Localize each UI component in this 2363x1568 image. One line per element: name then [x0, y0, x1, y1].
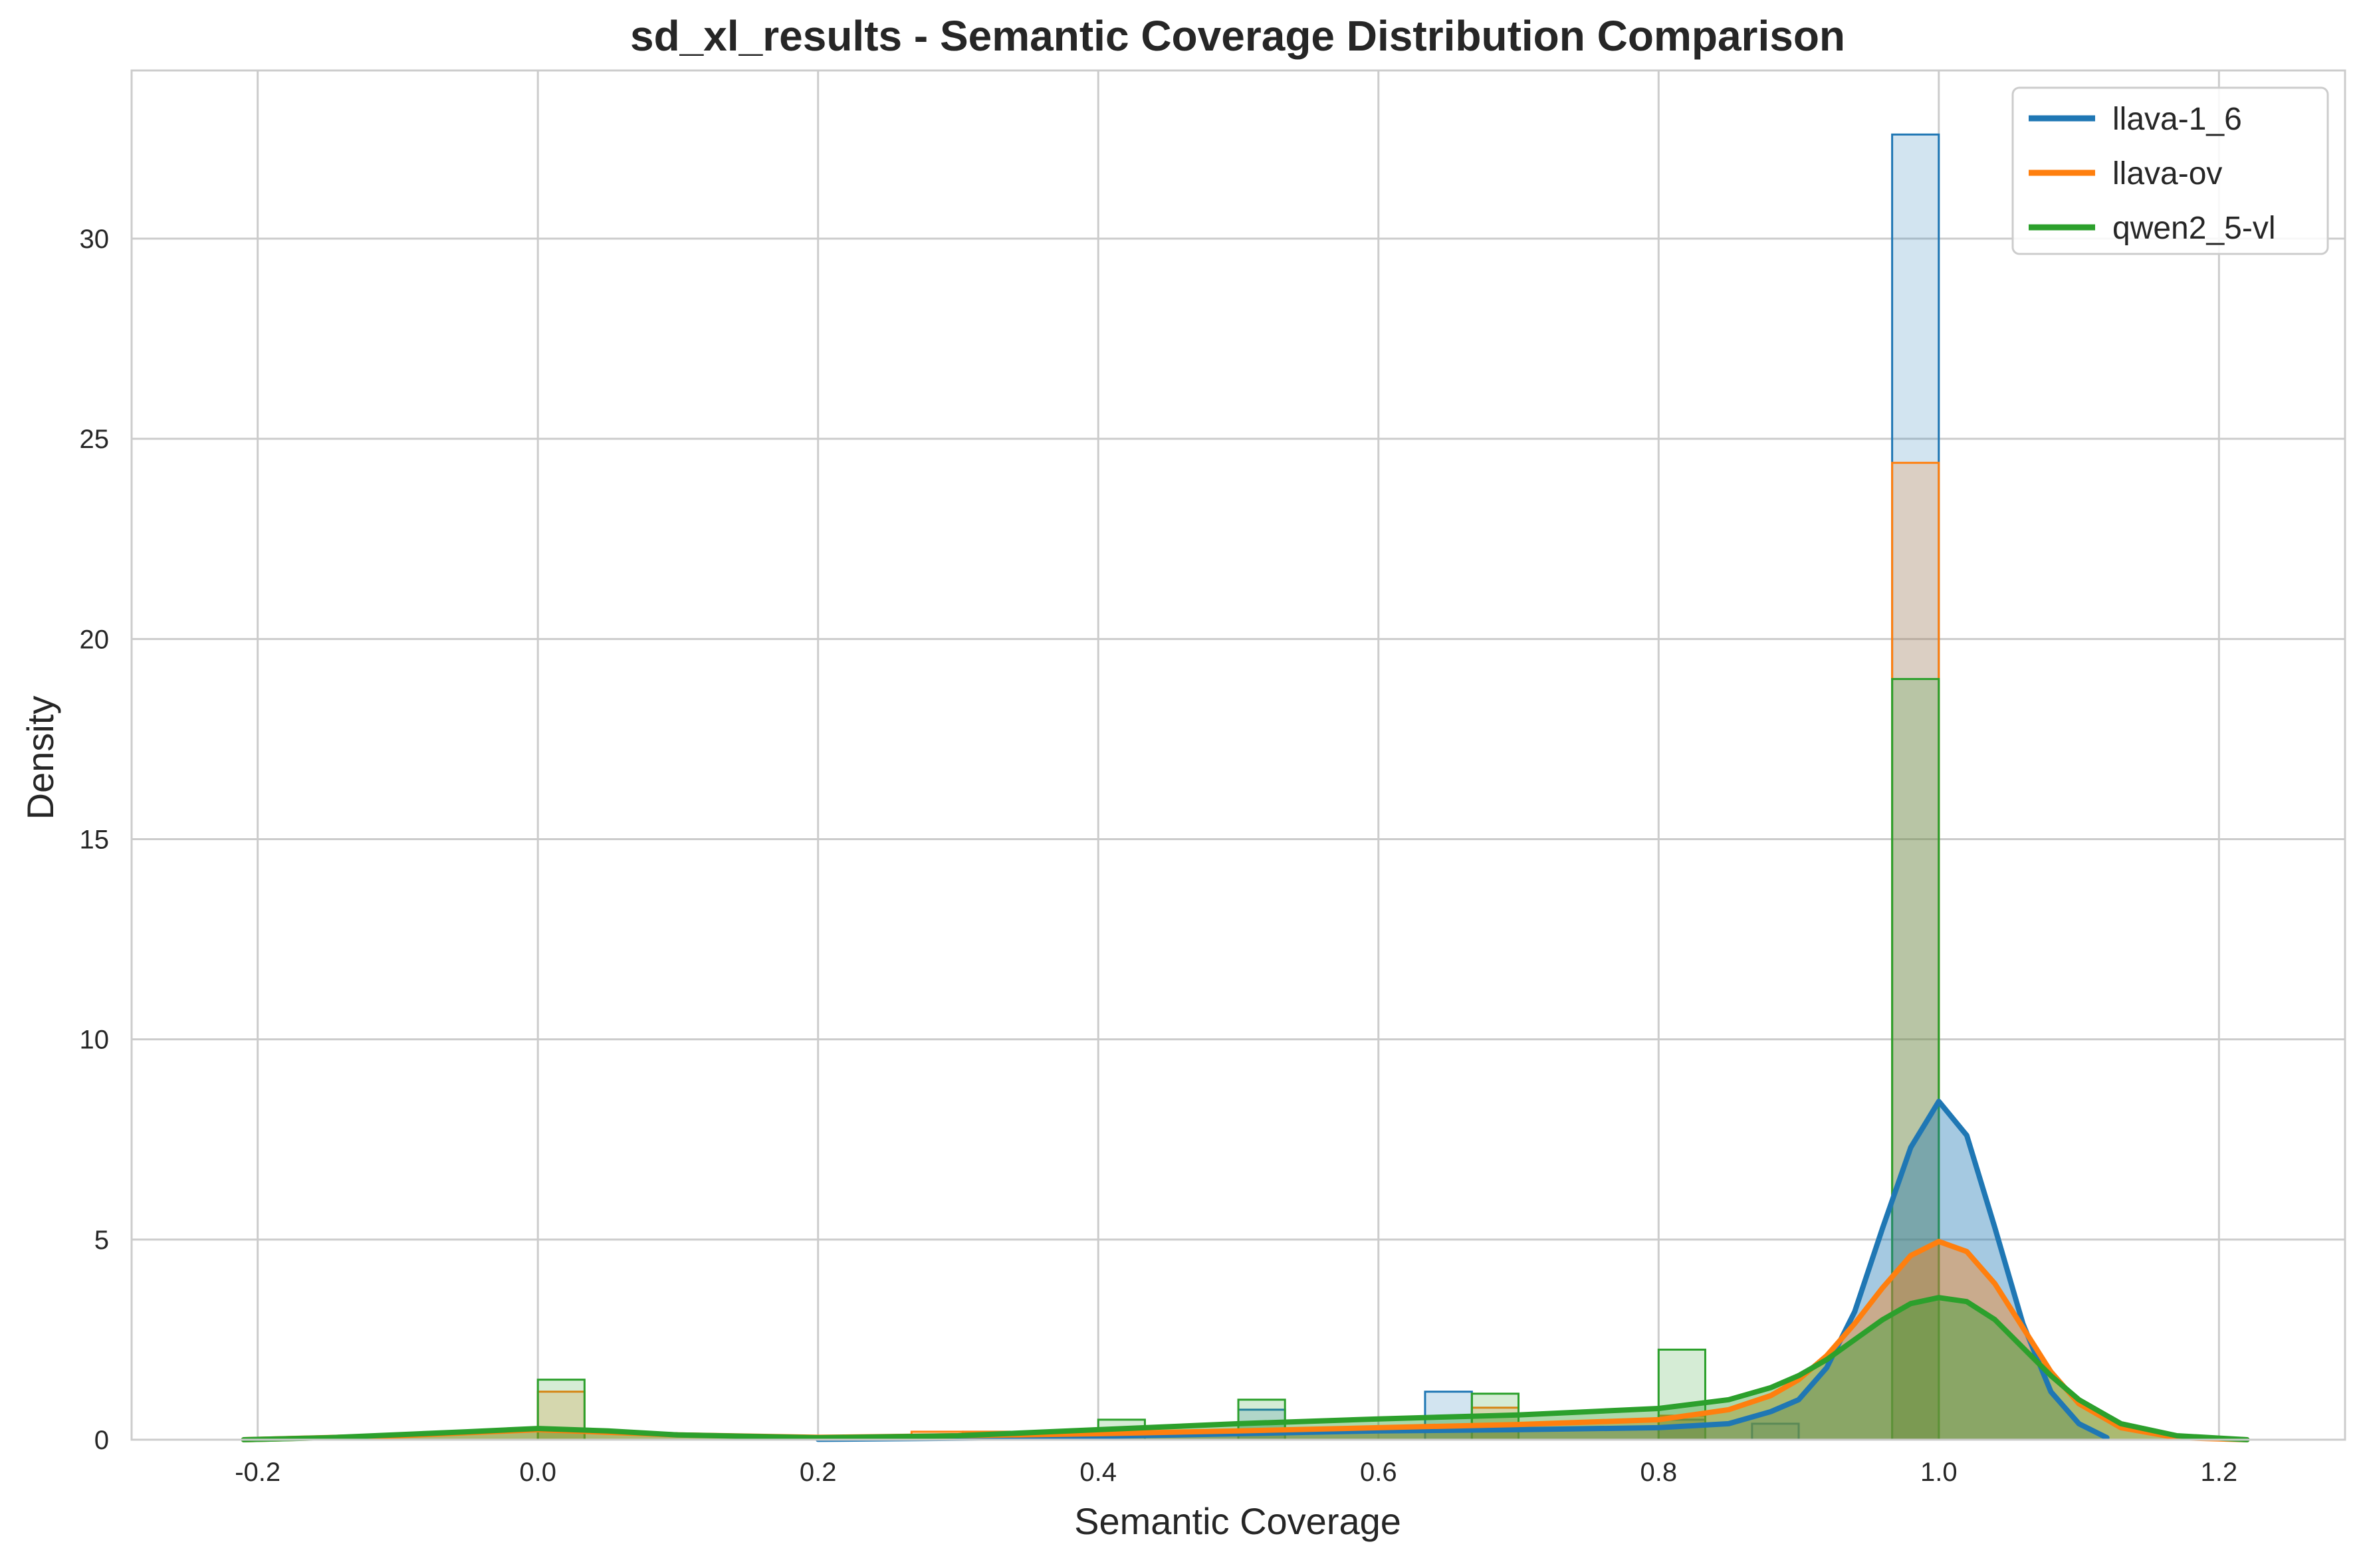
x-tick-label: 0.6	[1360, 1458, 1397, 1487]
x-tick-label: 0.0	[519, 1458, 556, 1487]
kde-curves	[241, 1099, 2250, 1442]
y-tick-label: 10	[80, 1026, 110, 1055]
y-tick-label: 20	[80, 625, 110, 654]
x-tick-label: 1.0	[1920, 1458, 1958, 1487]
x-tick-label: 0.2	[800, 1458, 837, 1487]
y-tick-label: 25	[80, 425, 110, 454]
plot-frame	[130, 69, 2346, 1441]
legend-box	[2011, 86, 2329, 255]
kde-area-llava-ov	[243, 1241, 2247, 1440]
kde-area-llava-1_6	[818, 1101, 2107, 1440]
legend: llava-1_6 llava-ov qwen2_5-vl	[2011, 86, 2329, 255]
kde-line-qwen2_5-vl	[241, 1295, 2250, 1442]
x-tick-label: 0.4	[1079, 1458, 1117, 1487]
x-tick-label: 1.2	[2201, 1458, 2238, 1487]
legend-label: qwen2_5-vl	[2112, 211, 2275, 246]
histogram-bar-llava-1_6	[1891, 133, 1940, 1441]
chart-title: sd_xl_results - Semantic Coverage Distri…	[630, 12, 1845, 60]
y-tick-label: 30	[80, 225, 110, 254]
y-tick-label: 5	[94, 1226, 109, 1255]
histogram-bar-llava-1_6	[1751, 1422, 1800, 1441]
x-axis-label: Semantic Coverage	[1074, 1500, 1401, 1542]
legend-label: llava-1_6	[2112, 102, 2242, 137]
axis-ticks: -0.2 0.0 0.2 0.4 0.6 0.8 1.0 1.2 0 5 10 15 20 25 30	[80, 225, 2238, 1487]
y-tick-label: 15	[80, 825, 110, 854]
x-tick-label: 0.8	[1640, 1458, 1677, 1487]
x-tick-label: -0.2	[235, 1458, 281, 1487]
legend-label: llava-ov	[2112, 156, 2222, 191]
y-axis-label: Density	[19, 696, 61, 820]
y-tick-label: 0	[94, 1426, 109, 1455]
